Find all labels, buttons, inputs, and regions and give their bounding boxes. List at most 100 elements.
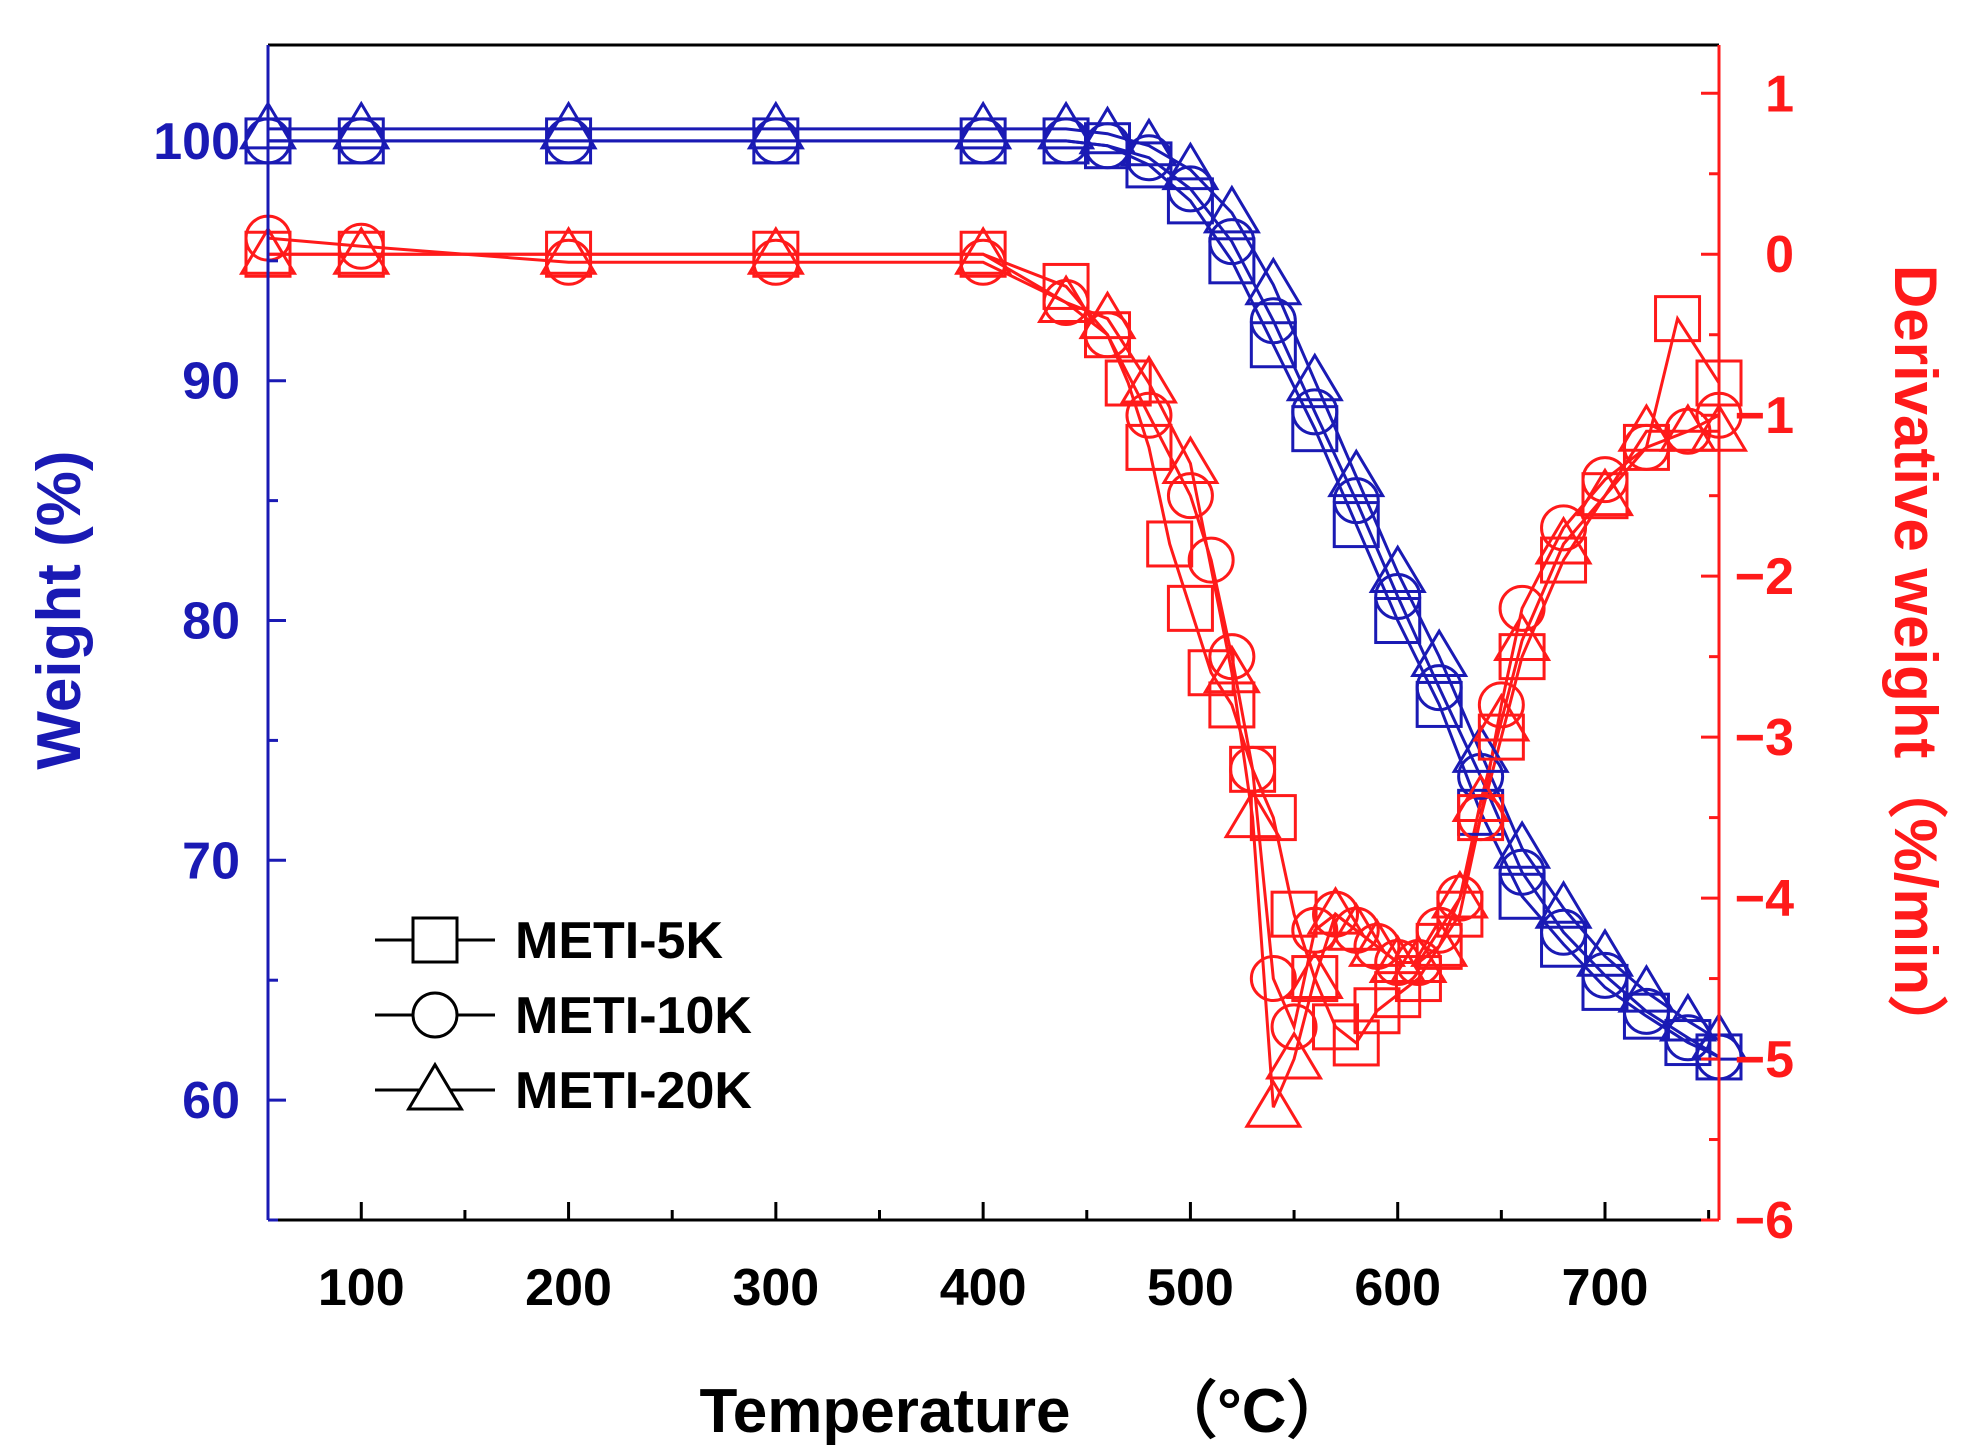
right-tick-label: −3	[1735, 709, 1794, 767]
right-tick-label: 0	[1765, 226, 1794, 284]
derivative-point-meti-20k	[954, 226, 1013, 275]
derivative-point-meti-20k	[1389, 934, 1448, 983]
weight-point-meti-20k	[1202, 184, 1261, 234]
weight-point-meti-10k	[1249, 297, 1297, 345]
derivative-point-meti-5k	[1042, 262, 1090, 310]
weight-point-meti-10k	[1415, 664, 1463, 712]
derivative-point-meti-10k	[1042, 279, 1090, 327]
derivative-point-meti-5k	[1146, 520, 1194, 568]
weight-point-meti-20k	[1575, 927, 1635, 977]
legend-label: METI-10K	[515, 987, 752, 1045]
weight-point-meti-10k	[1332, 477, 1380, 525]
derivative-point-meti-10k	[1125, 391, 1173, 439]
weight-point-meti-20k	[1534, 880, 1593, 929]
weight-point-meti-20k	[1493, 820, 1552, 869]
weight-point-meti-5k	[1332, 501, 1380, 549]
right-axis-label: Derivative weight（%/min）	[1882, 265, 1949, 1055]
right-axis-ticks: 1 0 −1 −2 −3 −4 −5 −6	[1701, 65, 1794, 1250]
derivative-point-meti-5k	[1208, 681, 1256, 729]
x-tick-label: 300	[732, 1259, 819, 1317]
derivative-point-meti-10k	[752, 238, 800, 286]
derivative-point-meti-10k	[959, 238, 1007, 286]
weight-point-meti-20k	[1410, 628, 1469, 677]
right-tick-label: −6	[1735, 1192, 1794, 1250]
derivative-point-meti-20k	[1244, 1079, 1303, 1128]
x-tick-label: 600	[1354, 1259, 1441, 1317]
right-tick-label: −4	[1735, 870, 1794, 928]
x-tick-label: 100	[318, 1259, 405, 1317]
weight-point-meti-20k	[1037, 100, 1096, 150]
weight-point-meti-20k	[1451, 724, 1510, 773]
weight-point-meti-5k	[1374, 597, 1422, 645]
derivative-point-meti-20k	[1327, 902, 1386, 951]
weight-point-meti-20k	[1327, 448, 1386, 498]
derivative-point-meti-20k	[746, 226, 805, 275]
derivative-point-meti-10k	[1084, 311, 1132, 359]
derivative-point-meti-5k	[1498, 633, 1546, 681]
weight-point-meti-5k	[1291, 405, 1339, 453]
derivative-point-meti-20k	[1658, 403, 1717, 452]
left-tick-label: 100	[153, 113, 240, 171]
derivative-point-meti-10k	[1166, 472, 1214, 520]
derivative-point-meti-20k	[1202, 644, 1261, 694]
left-tick-label: 60	[182, 1072, 240, 1130]
derivative-point-meti-10k	[1249, 955, 1297, 1003]
x-axis-label: Temperature	[700, 1377, 1071, 1446]
derivative-point-meti-20k	[1451, 773, 1510, 822]
weight-point-meti-20k	[1617, 963, 1676, 1013]
derivative-point-meti-5k	[1654, 295, 1702, 343]
weight-point-meti-20k	[1368, 544, 1427, 594]
derivative-point-meti-5k	[1540, 536, 1588, 584]
weight-point-meti-20k	[1119, 117, 1179, 167]
derivative-point-meti-20k	[1223, 789, 1282, 839]
x-tick-label: 500	[1147, 1259, 1234, 1317]
derivative-point-meti-20k	[1078, 290, 1137, 340]
derivative-point-meti-10k	[1498, 584, 1546, 632]
left-tick-label: 70	[182, 832, 240, 890]
derivative-point-meti-5k	[1125, 423, 1173, 471]
derivative-line-meti-20k	[268, 252, 1719, 1108]
derivative-point-meti-5k	[1249, 794, 1297, 842]
legend: METI-5K METI-10K METI-20K	[375, 912, 752, 1120]
derivative-point-meti-20k	[1493, 612, 1552, 662]
weight-point-meti-5k	[1208, 237, 1256, 285]
x-tick-label: 400	[940, 1259, 1027, 1317]
legend-entry-meti-10k: METI-10K	[375, 987, 752, 1045]
right-tick-label: −2	[1735, 548, 1794, 606]
right-tick-label: −1	[1735, 387, 1794, 445]
derivative-point-meti-10k	[337, 222, 385, 270]
weight-point-meti-20k	[1658, 992, 1717, 1042]
derivative-point-meti-20k	[1410, 918, 1469, 967]
weight-point-meti-20k	[954, 100, 1013, 150]
derivative-point-meti-20k	[1617, 403, 1676, 452]
weight-point-meti-10k	[1540, 908, 1588, 956]
plot-frame	[266, 43, 1721, 1222]
derivative-point-meti-20k	[1037, 274, 1096, 324]
derivative-point-meti-10k	[1664, 407, 1712, 455]
weight-point-meti-20k	[539, 100, 598, 150]
legend-label: METI-20K	[515, 1062, 752, 1120]
derivative-point-meti-20k	[539, 226, 598, 275]
derivative-lines-layer	[267, 236, 1721, 1108]
derivative-line-meti-5k	[268, 252, 1721, 1046]
weight-point-meti-5k	[1540, 920, 1588, 968]
derivative-point-meti-5k	[1581, 472, 1629, 520]
derivative-point-meti-20k	[1534, 515, 1593, 565]
derivative-point-meti-20k	[1472, 692, 1531, 742]
weight-point-meti-20k	[1078, 105, 1137, 155]
derivative-point-meti-10k	[1270, 1003, 1318, 1051]
legend-marker-square	[411, 916, 459, 964]
weight-point-meti-10k	[1374, 573, 1422, 621]
legend-marker-circle	[411, 991, 459, 1039]
derivative-point-meti-10k	[1208, 633, 1256, 681]
derivative-point-meti-20k	[1265, 1030, 1324, 1080]
x-tick-label: 700	[1562, 1259, 1649, 1317]
weight-point-meti-5k	[1415, 680, 1463, 728]
derivative-point-meti-10k	[1540, 504, 1588, 552]
weight-point-meti-5k	[1249, 321, 1297, 369]
legend-entry-meti-20k: METI-20K	[375, 1061, 752, 1120]
derivative-point-meti-20k	[332, 226, 391, 275]
derivative-point-meti-20k	[1285, 950, 1344, 1000]
derivative-point-meti-20k	[1119, 354, 1179, 404]
